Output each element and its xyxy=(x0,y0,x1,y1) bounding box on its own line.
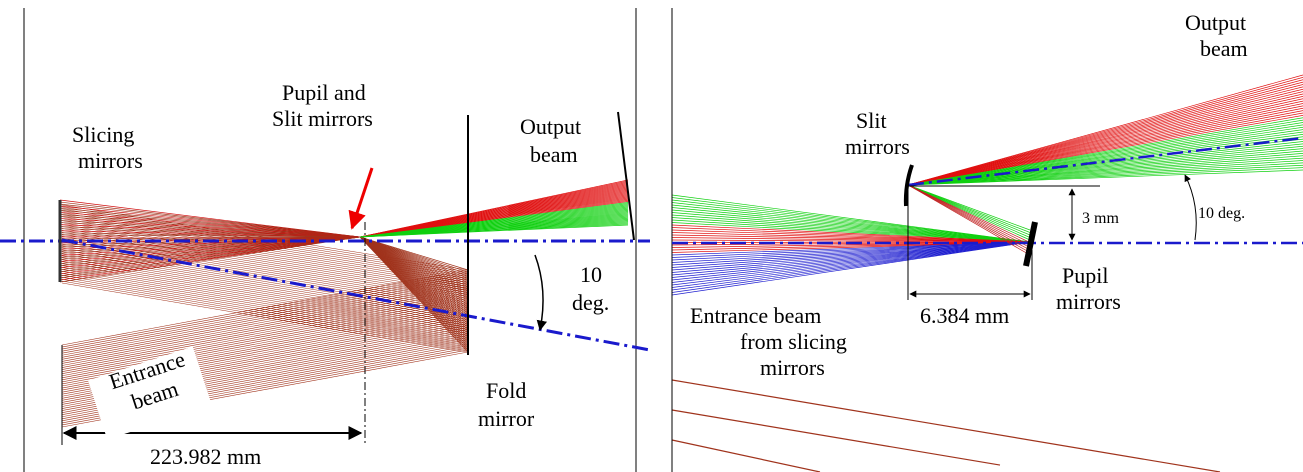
ray xyxy=(672,242,1030,280)
label: Outputbeam xyxy=(1185,10,1248,61)
angle-arc xyxy=(535,255,543,330)
ray xyxy=(672,242,1030,265)
ray xyxy=(908,108,1303,185)
label: 6.384 mm xyxy=(920,303,1009,328)
label: 3 mm xyxy=(1082,210,1119,227)
label: 10 deg. xyxy=(1198,205,1245,222)
label: 223.982 mm xyxy=(150,444,261,469)
ray xyxy=(672,410,1000,465)
ray xyxy=(62,297,468,372)
angle-arc xyxy=(1185,175,1196,240)
label: Pupilmirrors xyxy=(1056,263,1121,314)
ray xyxy=(672,223,1030,243)
pointer-arrow xyxy=(352,168,372,228)
ray xyxy=(672,242,1030,283)
ray xyxy=(672,440,820,472)
diagram: Slicingmirrors Pupil andSlit mirrors Out… xyxy=(0,0,1303,472)
tilted-axis xyxy=(908,138,1303,185)
ray xyxy=(62,299,468,374)
